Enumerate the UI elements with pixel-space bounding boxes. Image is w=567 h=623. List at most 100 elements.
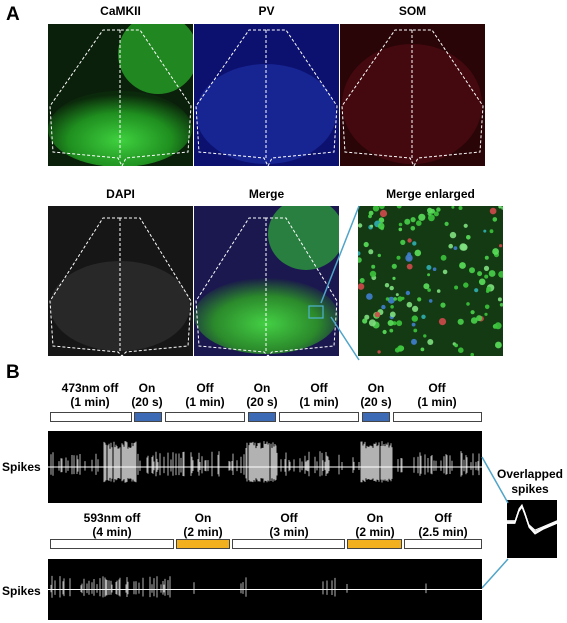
label-593-seg0: 593nm off (4 min) [50,511,174,539]
label-473-seg6: Off (1 min) [392,381,482,409]
cell-dot [362,318,368,324]
cell-dot [498,206,502,209]
label-473-seg3-line1: On [253,381,271,395]
cell-dot [486,286,492,292]
title-merge: Merge [248,187,285,201]
cell-dot [428,214,435,222]
cell-dot [398,227,403,232]
cell-dot [369,270,377,278]
cell-dot [483,265,490,271]
cell-dot [436,289,441,293]
cell-dot [453,246,458,250]
title-pv: PV [258,4,275,18]
cell-dot [391,263,397,269]
zoom-connector [320,205,360,361]
title-merge-enlarged: Merge enlarged [386,187,475,201]
label-593-seg2: Off (3 min) [232,511,346,539]
cell-dot [423,283,430,290]
cell-dot [484,304,490,310]
label-473-seg5-line1: On [367,381,385,395]
cell-dot [440,302,446,308]
bar-473-on-5 [362,412,390,422]
cell-dot [368,210,374,216]
cell-dot [410,226,416,231]
cell-dot [358,283,365,290]
cell-dot [368,319,376,327]
cell-dot [454,285,459,290]
label-473-seg4: Off (1 min) [278,381,360,409]
cell-dot [470,317,478,324]
cell-dot [438,318,447,326]
panel-a-letter: A [6,4,20,25]
bar-473-on-1 [134,412,162,422]
label-593-seg4-line2: (2.5 min) [418,525,468,539]
cell-dot [368,214,372,219]
cell-dot [395,293,399,297]
bar-473-off-4 [279,412,359,422]
cell-dot [442,269,448,275]
merge-image [194,206,339,356]
cell-dot [427,207,433,214]
bar-473-off-2 [165,412,245,422]
waveform-line [507,506,557,535]
overlapped-line2: spikes [511,482,549,496]
cell-dot [489,207,497,215]
cell-dot [426,265,432,270]
cell-dot [370,224,374,228]
cell-dot [405,290,411,296]
cell-dot [377,222,385,230]
cell-dot [436,207,441,212]
bar-473-off-6 [393,412,482,422]
cell-dot [470,352,474,356]
cell-dot [374,311,381,318]
cell-dot [463,223,468,228]
cell-dot [433,211,439,217]
cell-dot [458,347,464,353]
label-473-seg2-line1: Off [196,381,214,395]
cell-dot [397,296,403,302]
cell-dot [377,350,381,354]
cell-dot [448,243,453,249]
cell-dot [463,282,469,288]
cell-dot [454,343,458,348]
cell-dot [385,297,390,301]
cell-dot [392,276,396,280]
cell-dot [440,254,447,261]
cell-dot [474,288,479,293]
cell-dot [366,293,373,300]
bar-593-on-3 [347,539,402,549]
cell-dot [393,297,397,301]
cell-dot [358,257,362,263]
spikes-label-593: Spikes [2,584,41,598]
label-473-seg5-line2: (20 s) [360,395,392,409]
cell-dot [412,241,417,246]
cell-dot [459,243,467,251]
label-593-seg0-line2: (4 min) [92,525,132,539]
spike-trace-593 [48,559,482,620]
cell-dot [368,249,374,255]
bar-593-off-0 [50,539,174,549]
label-473-seg6-line2: (1 min) [417,395,457,409]
cell-dot [458,206,463,210]
cell-dot [390,305,394,309]
bar-473-off-0 [50,412,132,422]
cell-dot [451,206,455,209]
label-473-seg6-line1: Off [428,381,446,395]
spikes-label-473: Spikes [2,460,41,474]
cell-dot [411,315,418,322]
cell-dot [484,274,489,279]
label-593-seg1: On (2 min) [175,511,231,539]
cell-dot [497,297,502,302]
cell-dot [489,229,494,234]
cell-dot [400,239,406,245]
cell-dot [379,209,388,218]
waveform-line [507,503,557,531]
cell-dot [427,273,431,277]
cell-dot [387,296,395,304]
label-593-seg4-line1: Off [434,511,452,525]
som-image [340,24,485,166]
cell-dot [466,235,471,240]
label-473-seg4-line1: Off [310,381,328,395]
cell-dot [432,267,437,271]
waveform-line [507,505,557,533]
